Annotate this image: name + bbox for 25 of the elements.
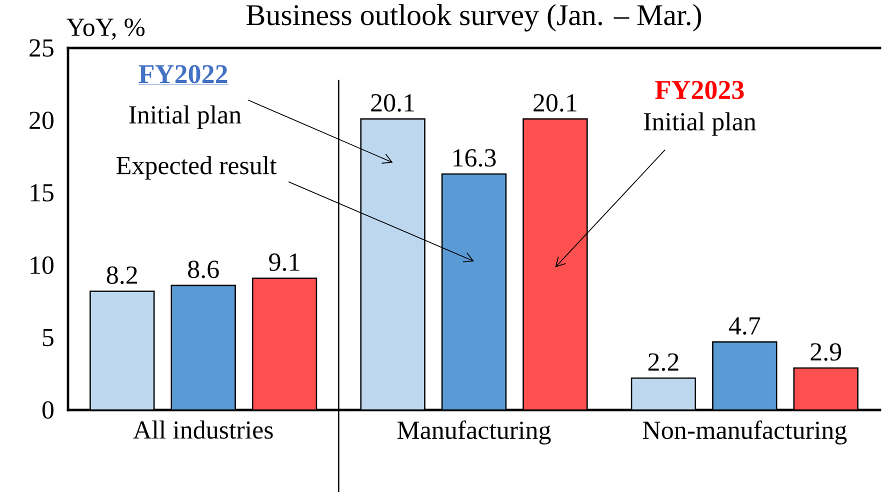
chart-title: Business outlook survey (Jan. – Mar.) (246, 4, 702, 32)
y-tick-label: 5 (42, 328, 54, 346)
y-tick-label: 0 (42, 401, 54, 419)
data-label: 9.1 (269, 253, 300, 272)
x-tick-label: Manufacturing (398, 420, 551, 444)
data-label: 4.7 (728, 317, 760, 335)
x-tick-label: All industries (133, 420, 273, 439)
data-label: 2.2 (648, 353, 678, 371)
annotation: FY2023 (655, 80, 744, 100)
data-label: 2.9 (810, 343, 842, 361)
data-label: 8.6 (188, 260, 219, 278)
annotation: FY2022 (138, 65, 228, 84)
data-label: 20.1 (534, 94, 576, 112)
y-axis-title: YoY, % (66, 18, 145, 40)
text: Expected result (116, 156, 277, 180)
y-tick-label: 10 (30, 256, 54, 274)
text: Initial plan (129, 105, 242, 129)
data-label: 8.2 (106, 266, 137, 284)
data-label: 16.3 (454, 149, 496, 167)
y-tick-label: 20 (30, 112, 54, 130)
x-tick-label: Non-manufacturing (642, 420, 847, 444)
y-tick-label: 25 (30, 39, 54, 57)
text: Initial plan (644, 112, 756, 136)
y-tick-label: 15 (30, 184, 54, 202)
data-label: 20.1 (371, 94, 414, 112)
